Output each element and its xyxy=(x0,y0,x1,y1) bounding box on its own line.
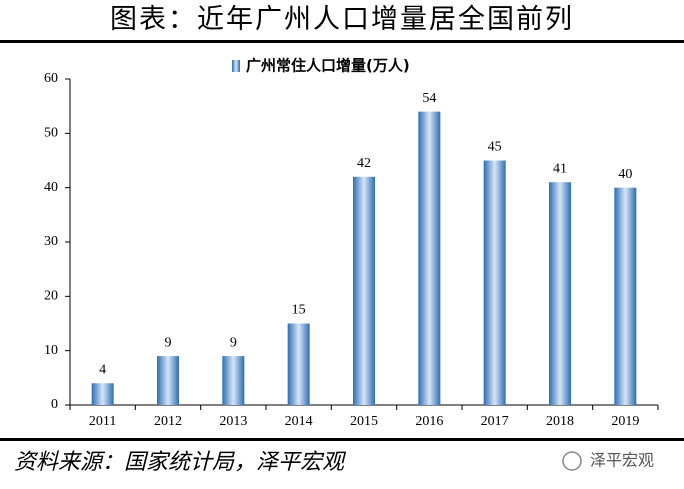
data-label: 41 xyxy=(553,161,567,176)
y-tick-label: 10 xyxy=(44,343,58,358)
data-label: 4 xyxy=(99,362,106,377)
legend-swatch xyxy=(232,60,240,72)
data-label: 54 xyxy=(422,91,436,106)
data-label: 45 xyxy=(488,140,502,155)
data-label: 9 xyxy=(165,335,172,350)
x-tick-label: 2017 xyxy=(481,414,509,429)
page-title: 图表：近年广州人口增量居全国前列 xyxy=(110,4,574,34)
bar xyxy=(614,187,637,405)
footer-rule xyxy=(0,438,684,441)
x-tick-label: 2018 xyxy=(546,414,574,429)
x-tick-label: 2013 xyxy=(219,414,247,429)
y-tick-label: 60 xyxy=(44,71,58,86)
source: 资料来源：国家统计局，泽平宏观 xyxy=(14,449,347,474)
data-label: 15 xyxy=(292,303,306,318)
y-tick-label: 50 xyxy=(44,126,58,141)
watermark-icon xyxy=(562,451,582,471)
title-rule xyxy=(0,40,684,43)
x-tick-label: 2012 xyxy=(154,414,182,429)
bar xyxy=(483,160,506,405)
bar xyxy=(91,383,114,405)
bar xyxy=(549,182,571,405)
bar xyxy=(353,176,375,405)
data-label: 40 xyxy=(618,167,632,182)
x-tick-label: 2016 xyxy=(415,414,443,429)
data-label: 9 xyxy=(230,335,237,350)
y-tick-label: 40 xyxy=(44,180,58,195)
x-tick-label: 2019 xyxy=(611,414,639,429)
data-label: 42 xyxy=(357,156,371,171)
bar xyxy=(157,356,179,405)
x-tick-label: 2011 xyxy=(89,414,116,429)
watermark: 泽平宏观 xyxy=(590,451,654,470)
y-tick-label: 20 xyxy=(44,289,58,304)
y-tick-label: 30 xyxy=(44,234,58,249)
legend-label: 广州常住人口增量(万人) xyxy=(246,57,410,75)
x-tick-label: 2014 xyxy=(285,414,313,429)
x-tick-label: 2015 xyxy=(350,414,378,429)
bar xyxy=(287,323,310,405)
bar xyxy=(418,111,441,405)
y-tick-label: 0 xyxy=(51,397,58,412)
bar xyxy=(222,356,245,405)
